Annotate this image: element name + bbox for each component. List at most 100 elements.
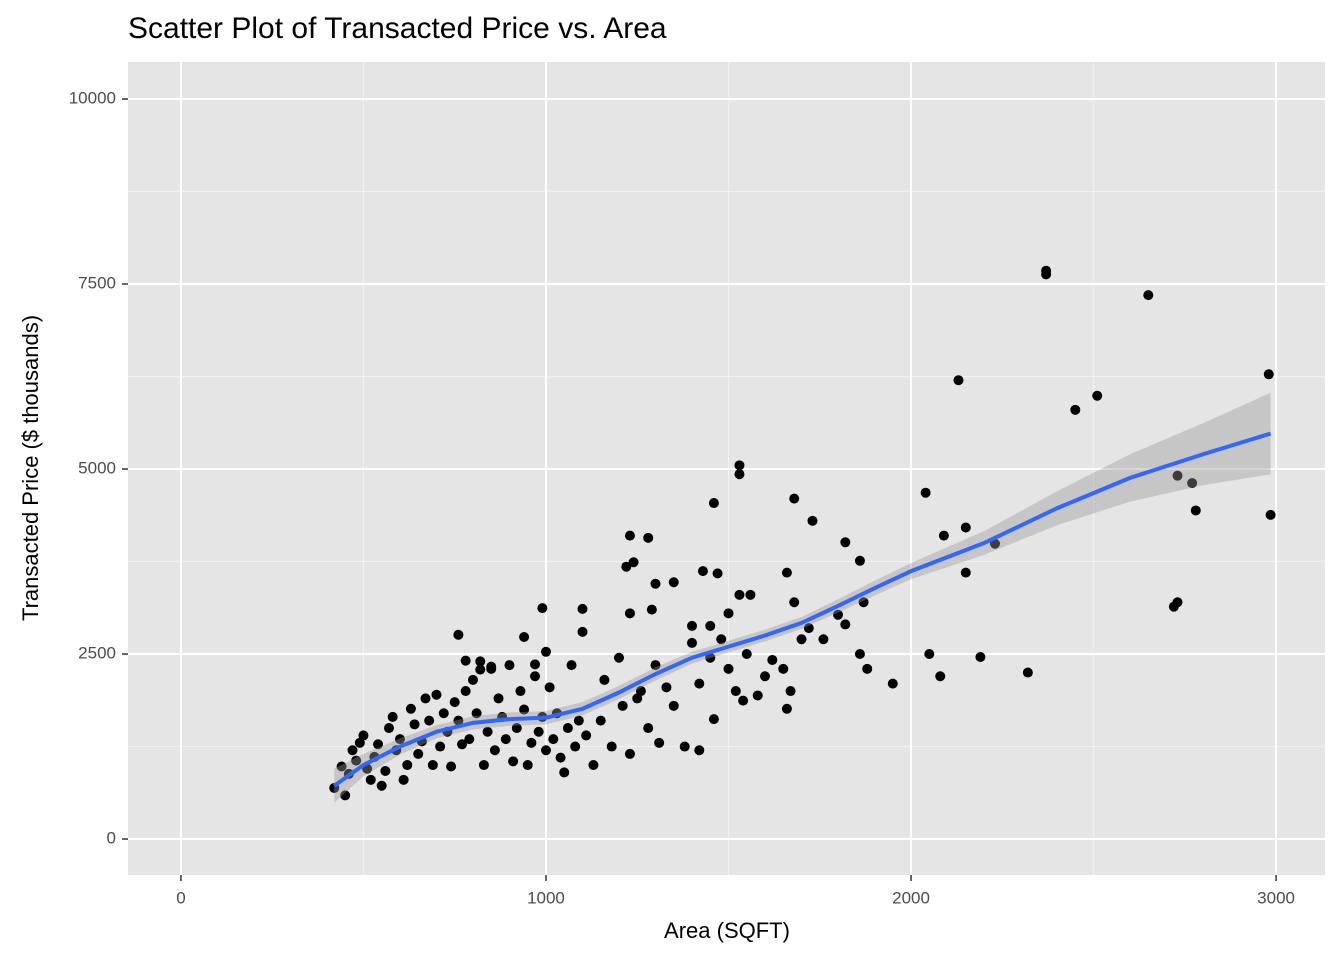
- point: [358, 730, 369, 741]
- point: [387, 711, 398, 722]
- point: [723, 608, 734, 619]
- point: [789, 493, 800, 504]
- point: [606, 741, 617, 752]
- point: [384, 723, 395, 734]
- smooth-line: [333, 431, 1272, 788]
- point: [595, 715, 606, 726]
- point: [989, 538, 1000, 549]
- point: [613, 652, 624, 663]
- point: [953, 375, 964, 386]
- point: [478, 760, 489, 771]
- point: [705, 652, 716, 663]
- point: [650, 660, 661, 671]
- point: [938, 530, 949, 541]
- point: [818, 634, 829, 645]
- x-tick-label: 0: [176, 888, 185, 907]
- point: [482, 726, 493, 737]
- point: [624, 748, 635, 759]
- point: [1190, 505, 1201, 516]
- point: [398, 774, 409, 785]
- point: [752, 690, 763, 701]
- point: [533, 726, 544, 737]
- point: [781, 703, 792, 714]
- point: [526, 737, 537, 748]
- point: [661, 682, 672, 693]
- point: [540, 646, 551, 657]
- point: [475, 656, 486, 667]
- point: [530, 659, 541, 670]
- point: [544, 682, 555, 693]
- point: [464, 734, 475, 745]
- point: [537, 603, 548, 614]
- point: [708, 498, 719, 509]
- point: [643, 723, 654, 734]
- point: [424, 715, 435, 726]
- point: [694, 745, 705, 756]
- point: [624, 608, 635, 619]
- point: [785, 686, 796, 697]
- point: [402, 760, 413, 771]
- point: [668, 700, 679, 711]
- point: [380, 765, 391, 776]
- point: [489, 745, 500, 756]
- point: [562, 723, 573, 734]
- y-tick-label: 10000: [69, 88, 116, 107]
- y-tick-label: 2500: [78, 644, 116, 663]
- point: [373, 739, 384, 750]
- point: [519, 632, 530, 643]
- point: [723, 663, 734, 674]
- point: [365, 774, 376, 785]
- point: [975, 651, 986, 662]
- point: [588, 760, 599, 771]
- point: [694, 678, 705, 689]
- point: [803, 623, 814, 634]
- point: [559, 767, 570, 778]
- point: [745, 589, 756, 600]
- point: [734, 469, 745, 480]
- point: [708, 714, 719, 725]
- point: [376, 780, 387, 791]
- point: [438, 708, 449, 719]
- point: [1187, 478, 1198, 489]
- point: [508, 756, 519, 767]
- point: [854, 649, 865, 660]
- point: [555, 752, 566, 763]
- point: [668, 577, 679, 588]
- point: [624, 530, 635, 541]
- point: [435, 741, 446, 752]
- point: [573, 715, 584, 726]
- point: [493, 693, 504, 704]
- point: [446, 761, 457, 772]
- point: [840, 537, 851, 548]
- point: [705, 620, 716, 631]
- point: [347, 745, 358, 756]
- point: [1143, 290, 1154, 301]
- point: [935, 671, 946, 682]
- point: [632, 693, 643, 704]
- point: [548, 734, 559, 745]
- point: [1041, 269, 1052, 280]
- point: [697, 566, 708, 577]
- point: [581, 730, 592, 741]
- point: [453, 629, 464, 640]
- point: [457, 739, 468, 750]
- chart-title: Scatter Plot of Transacted Price vs. Are…: [128, 12, 667, 45]
- point: [687, 637, 698, 648]
- point: [1070, 404, 1081, 415]
- point: [960, 522, 971, 533]
- point: [621, 561, 632, 572]
- point: [354, 737, 365, 748]
- point: [577, 626, 588, 637]
- point: [924, 649, 935, 660]
- point: [599, 674, 610, 685]
- x-tick-label: 2000: [892, 888, 930, 907]
- point: [854, 555, 865, 566]
- point: [920, 487, 931, 498]
- point: [519, 704, 530, 715]
- point: [734, 589, 745, 600]
- point: [500, 734, 511, 745]
- point: [522, 760, 533, 771]
- point: [646, 604, 657, 615]
- point: [460, 655, 471, 666]
- point: [738, 695, 749, 706]
